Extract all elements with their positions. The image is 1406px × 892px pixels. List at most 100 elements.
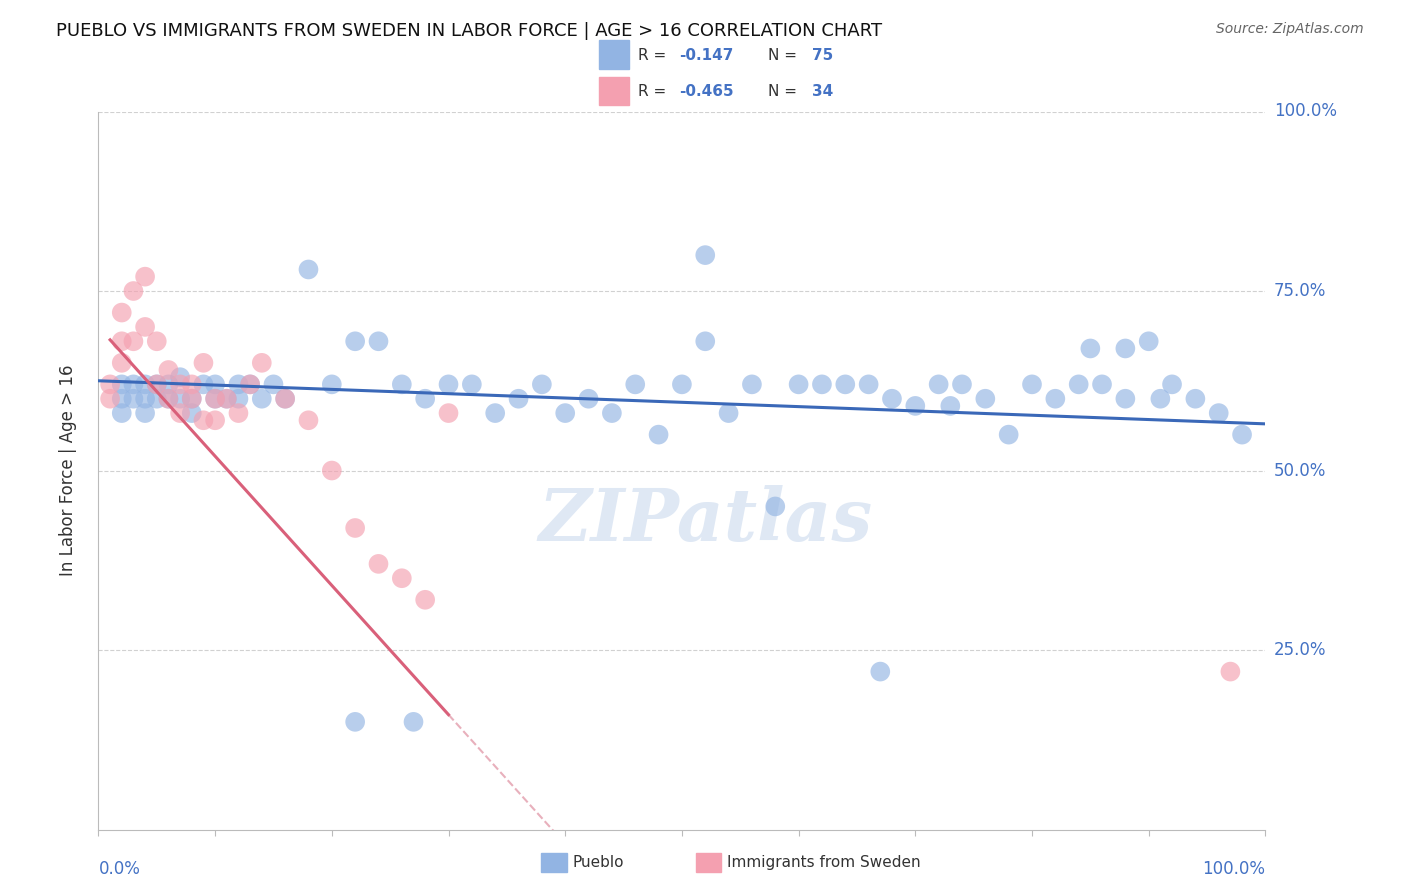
Point — [391, 377, 413, 392]
Point — [215, 392, 238, 406]
Text: Pueblo: Pueblo — [572, 855, 624, 870]
Point — [391, 571, 413, 585]
Point — [413, 592, 436, 607]
Point — [111, 356, 134, 370]
Text: 100.0%: 100.0% — [1274, 103, 1337, 120]
Point — [239, 377, 262, 392]
Point — [1161, 377, 1184, 392]
Point — [250, 356, 273, 370]
Point — [1114, 392, 1136, 406]
Point — [193, 377, 215, 392]
Point — [180, 377, 202, 392]
Text: 100.0%: 100.0% — [1202, 860, 1265, 878]
Point — [134, 392, 156, 406]
Point — [600, 406, 623, 420]
Point — [671, 377, 693, 392]
Y-axis label: In Labor Force | Age > 16: In Labor Force | Age > 16 — [59, 365, 77, 576]
Point — [169, 406, 191, 420]
Point — [180, 406, 202, 420]
Point — [1184, 392, 1206, 406]
Point — [461, 377, 484, 392]
Point — [262, 377, 284, 392]
Point — [344, 714, 367, 729]
Point — [146, 377, 169, 392]
Point — [204, 392, 226, 406]
Text: 75.0%: 75.0% — [1274, 282, 1326, 300]
Point — [695, 248, 717, 262]
Point — [413, 392, 436, 406]
Point — [193, 356, 215, 370]
Point — [1091, 377, 1114, 392]
Point — [880, 392, 903, 406]
Point — [869, 665, 891, 679]
Point — [204, 413, 226, 427]
Point — [1021, 377, 1043, 392]
Point — [717, 406, 740, 420]
Text: -0.147: -0.147 — [679, 48, 734, 63]
Point — [98, 392, 121, 406]
Point — [297, 413, 319, 427]
Point — [297, 262, 319, 277]
Point — [997, 427, 1019, 442]
Point — [811, 377, 834, 392]
Point — [204, 377, 226, 392]
Text: R =: R = — [638, 84, 671, 99]
Text: N =: N = — [768, 48, 801, 63]
Point — [904, 399, 927, 413]
Text: 50.0%: 50.0% — [1274, 461, 1326, 480]
Bar — [599, 77, 628, 105]
Point — [1149, 392, 1171, 406]
Point — [204, 392, 226, 406]
Point — [530, 377, 553, 392]
Point — [111, 392, 134, 406]
Point — [1114, 342, 1136, 356]
Point — [215, 392, 238, 406]
Point — [134, 377, 156, 392]
Point — [624, 377, 647, 392]
Text: 0.0%: 0.0% — [98, 860, 141, 878]
Point — [122, 392, 145, 406]
Text: ZIPatlas: ZIPatlas — [538, 485, 872, 557]
Point — [1080, 342, 1102, 356]
Point — [508, 392, 530, 406]
Point — [111, 377, 134, 392]
Point — [437, 406, 460, 420]
Point — [484, 406, 506, 420]
Text: 34: 34 — [813, 84, 834, 99]
Point — [554, 406, 576, 420]
Point — [437, 377, 460, 392]
Point — [157, 392, 180, 406]
Point — [1230, 427, 1253, 442]
Point — [250, 392, 273, 406]
Point — [1137, 334, 1160, 349]
Point — [157, 377, 180, 392]
Point — [974, 392, 997, 406]
Point — [239, 377, 262, 392]
Point — [98, 377, 121, 392]
Point — [695, 334, 717, 349]
Point — [111, 406, 134, 420]
Point — [928, 377, 950, 392]
Point — [787, 377, 810, 392]
Text: R =: R = — [638, 48, 671, 63]
Point — [122, 284, 145, 298]
Point — [134, 269, 156, 284]
Text: Immigrants from Sweden: Immigrants from Sweden — [727, 855, 921, 870]
Point — [111, 305, 134, 319]
Point — [122, 377, 145, 392]
Point — [157, 363, 180, 377]
Text: PUEBLO VS IMMIGRANTS FROM SWEDEN IN LABOR FORCE | AGE > 16 CORRELATION CHART: PUEBLO VS IMMIGRANTS FROM SWEDEN IN LABO… — [56, 22, 883, 40]
Point — [578, 392, 600, 406]
Point — [321, 377, 343, 392]
Point — [367, 557, 389, 571]
Text: -0.465: -0.465 — [679, 84, 734, 99]
Point — [180, 392, 202, 406]
Point — [950, 377, 973, 392]
Bar — [599, 40, 628, 69]
Text: 75: 75 — [813, 48, 834, 63]
Point — [228, 392, 250, 406]
Point — [122, 334, 145, 349]
Point — [146, 377, 169, 392]
Point — [367, 334, 389, 349]
Point — [344, 521, 367, 535]
